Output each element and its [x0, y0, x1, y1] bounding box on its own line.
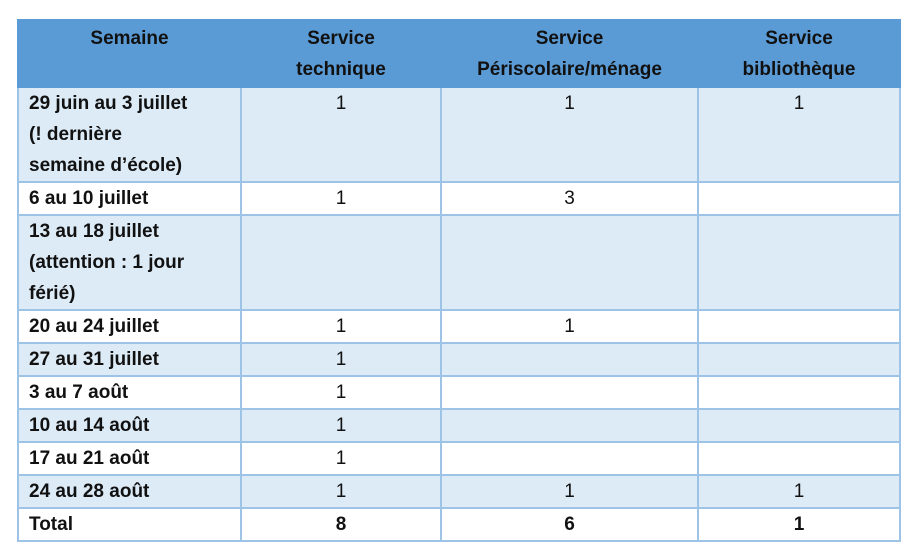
count-cell: 1	[240, 474, 442, 509]
count-cell: 1	[240, 375, 442, 410]
count-cell	[240, 214, 442, 311]
count-cell	[697, 408, 901, 443]
count-cell: 1	[240, 309, 442, 344]
column-header: Service Périscolaire/ménage	[440, 19, 699, 88]
total-label: Total	[17, 507, 242, 542]
week-cell: 6 au 10 juillet	[17, 181, 242, 216]
table-row: 10 au 14 août 1	[17, 408, 901, 443]
week-cell: 3 au 7 août	[17, 375, 242, 410]
table-row: 24 au 28 août 1 1 1	[17, 474, 901, 509]
count-cell: 1	[240, 408, 442, 443]
table-row: 20 au 24 juillet 1 1	[17, 309, 901, 344]
column-header: Semaine	[17, 19, 242, 88]
count-cell	[440, 342, 699, 377]
count-cell	[697, 214, 901, 311]
count-cell: 1	[440, 86, 699, 183]
week-cell: 17 au 21 août	[17, 441, 242, 476]
count-cell: 1	[240, 86, 442, 183]
count-cell: 1	[697, 86, 901, 183]
table-row: 17 au 21 août 1	[17, 441, 901, 476]
header-row: Semaine Service technique Service Périscolai…	[17, 19, 901, 88]
week-cell: 10 au 14 août	[17, 408, 242, 443]
table-row: 13 au 18 juillet (attention : 1 jour férié…	[17, 214, 901, 311]
total-cell: 6	[440, 507, 699, 542]
count-cell	[440, 375, 699, 410]
total-row: Total 8 6 1	[17, 507, 901, 542]
count-cell	[440, 441, 699, 476]
week-cell: 20 au 24 juillet	[17, 309, 242, 344]
count-cell: 1	[240, 441, 442, 476]
count-cell: 1	[440, 309, 699, 344]
week-cell: 13 au 18 juillet (attention : 1 jour férié…	[17, 214, 242, 311]
count-cell: 1	[240, 342, 442, 377]
count-cell: 3	[440, 181, 699, 216]
count-cell	[697, 375, 901, 410]
total-cell: 1	[697, 507, 901, 542]
table-row: 6 au 10 juillet 1 3	[17, 181, 901, 216]
table-row: 29 juin au 3 juillet (! dernière semaine d…	[17, 86, 901, 183]
week-cell: 27 au 31 juillet	[17, 342, 242, 377]
table-row: 3 au 7 août 1	[17, 375, 901, 410]
count-cell	[697, 181, 901, 216]
count-cell	[697, 342, 901, 377]
total-cell: 8	[240, 507, 442, 542]
count-cell	[440, 214, 699, 311]
table-row: 27 au 31 juillet 1	[17, 342, 901, 377]
week-cell: 29 juin au 3 juillet (! dernière semaine d…	[17, 86, 242, 183]
column-header: Service technique	[240, 19, 442, 88]
staffing-table: Semaine Service technique Service Périscolai…	[17, 19, 901, 542]
count-cell: 1	[240, 181, 442, 216]
count-cell	[697, 309, 901, 344]
count-cell	[697, 441, 901, 476]
count-cell	[440, 408, 699, 443]
column-header: Service bibliothèque	[697, 19, 901, 88]
week-cell: 24 au 28 août	[17, 474, 242, 509]
count-cell: 1	[440, 474, 699, 509]
count-cell: 1	[697, 474, 901, 509]
